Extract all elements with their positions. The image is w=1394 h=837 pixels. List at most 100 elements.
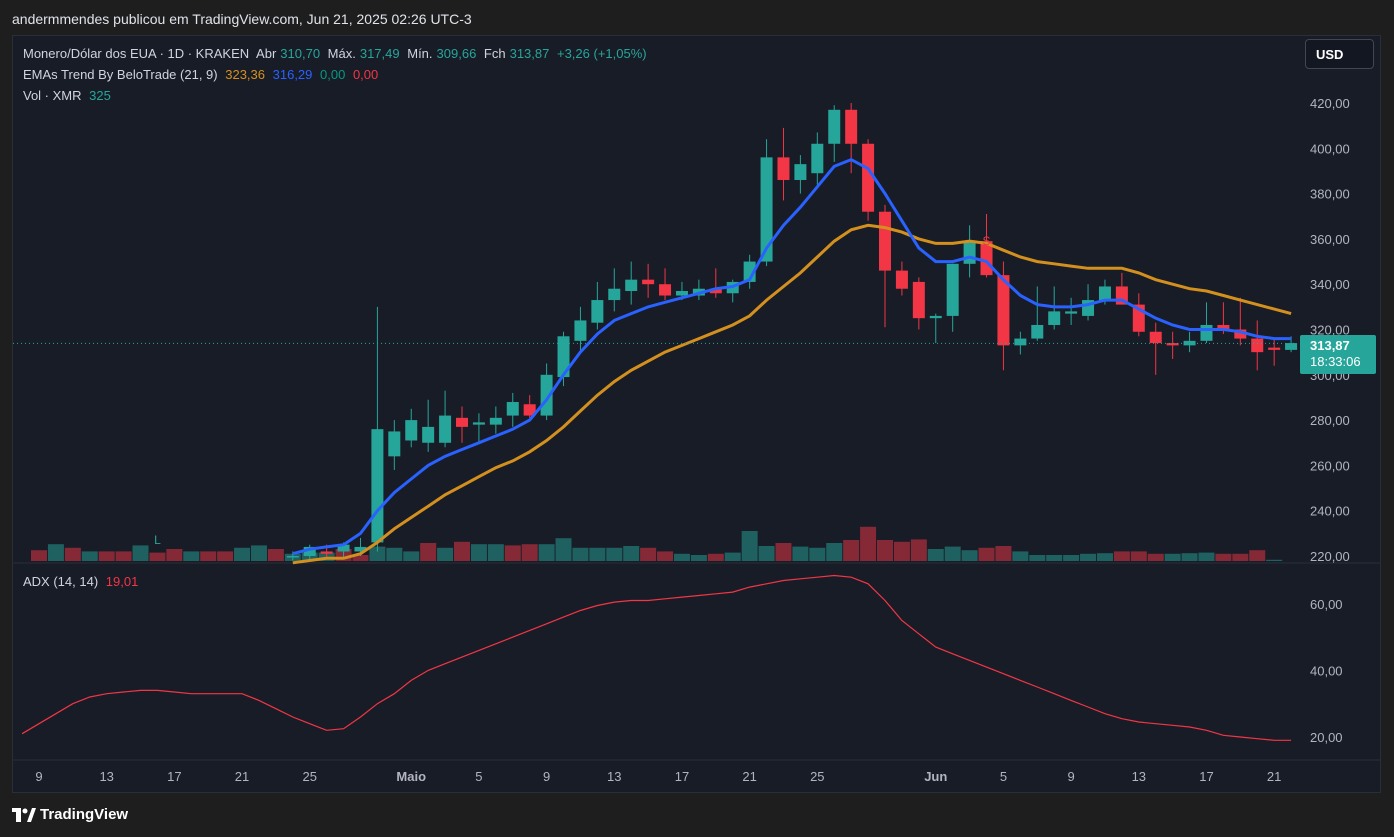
legend-change: +3,26 (+1,05%)	[556, 46, 647, 61]
volume-bar	[504, 545, 521, 561]
published-header: andermmendes publicou em TradingView.com…	[12, 11, 472, 27]
volume-bar	[1012, 551, 1029, 561]
volume-bar	[200, 551, 217, 561]
volume-bar	[910, 539, 927, 561]
candle-body	[1031, 324, 1044, 339]
volume-bar	[1113, 551, 1130, 561]
volume-bar	[403, 551, 420, 561]
ema-slow-value: 323,36	[225, 67, 265, 82]
volume-bar	[927, 549, 944, 561]
candle-body	[760, 157, 773, 262]
candle-body	[354, 546, 367, 552]
volume-name[interactable]: Vol · XMR	[23, 88, 82, 103]
legend-symbol[interactable]: Monero/Dólar dos EUA · 1D · KRAKEN	[23, 46, 250, 61]
candle-body	[1065, 311, 1078, 314]
candle-body	[337, 544, 350, 552]
bar-countdown: 18:33:06	[1310, 354, 1361, 369]
ema-name[interactable]: EMAs Trend By BeloTrade (21, 9)	[23, 67, 218, 82]
volume-bar	[640, 547, 657, 561]
volume-bar	[64, 547, 81, 561]
candle-body	[303, 546, 316, 556]
volume-bar	[623, 546, 640, 561]
volume-bar	[589, 547, 606, 561]
price-tick-label: 320,00	[1310, 323, 1350, 338]
candle-body	[1251, 338, 1264, 353]
candle-body	[845, 109, 858, 144]
candle-body	[879, 211, 891, 271]
candle-body	[862, 143, 875, 212]
candle-body	[506, 401, 519, 416]
volume-bar	[758, 546, 775, 561]
price-tick-label: 380,00	[1310, 187, 1350, 202]
candle-body	[405, 420, 418, 441]
adx-line	[21, 574, 1292, 741]
volume-bar	[944, 546, 961, 561]
last-price: 313,87	[1310, 338, 1350, 353]
candle-body	[1217, 324, 1230, 330]
volume-bar	[690, 555, 707, 561]
volume-bar	[166, 549, 183, 561]
volume-bar	[1080, 553, 1097, 561]
time-tick-label: 17	[1199, 769, 1213, 784]
volume-bar	[98, 551, 115, 561]
candle-body	[709, 288, 722, 294]
candle-body	[422, 426, 435, 443]
volume-bar	[1029, 555, 1046, 561]
volume-bar	[454, 541, 470, 561]
candle-body	[574, 320, 587, 341]
ema-value-3: 0,00	[320, 67, 346, 82]
candle-body	[456, 417, 468, 427]
time-tick-label: 21	[1267, 769, 1281, 784]
volume-bar	[538, 544, 555, 561]
candle-body	[828, 109, 841, 144]
candle-body	[946, 263, 959, 316]
candle-body	[895, 270, 908, 289]
volume-bar	[352, 555, 369, 561]
price-tick-label: 260,00	[1310, 458, 1350, 473]
tradingview-brand: TradingView	[40, 806, 129, 823]
candle-body	[1200, 324, 1213, 341]
volume-bar	[657, 551, 674, 561]
legend-open-label: Abr	[256, 46, 277, 61]
candle-body	[929, 315, 942, 319]
volume-bar	[572, 547, 589, 561]
candle-body	[557, 336, 570, 378]
volume-bar	[47, 544, 64, 561]
volume-bar	[234, 547, 251, 561]
candle-body	[1268, 347, 1281, 350]
legend-close-label: Fch	[483, 46, 506, 61]
tradingview-footer: TradingView	[12, 806, 128, 823]
candle-body	[1166, 343, 1179, 346]
volume-bar	[1181, 553, 1198, 561]
time-tick-label: 25	[302, 769, 316, 784]
ema-legend: EMAs Trend By BeloTrade (21, 9) 323,36 3…	[23, 67, 382, 82]
volume-bar	[860, 526, 877, 561]
adx-name[interactable]: ADX (14, 14)	[23, 574, 99, 589]
candle-body	[1098, 286, 1111, 301]
candle-body	[388, 431, 401, 457]
candle-body	[439, 415, 452, 443]
volume-bar	[741, 531, 758, 561]
candle-body	[1014, 338, 1027, 346]
time-tick-label: Jun	[924, 769, 947, 784]
volume-bar	[1249, 550, 1266, 561]
candle-body	[1149, 331, 1162, 344]
volume-bar	[115, 551, 132, 561]
time-tick-label: 25	[810, 769, 824, 784]
volume-bar	[250, 545, 267, 561]
candle-body	[625, 279, 638, 291]
adx-tick-label: 40,00	[1310, 663, 1343, 678]
candle-body	[591, 300, 604, 323]
price-tick-label: 400,00	[1310, 141, 1350, 156]
legend-close: 313,87	[509, 46, 550, 61]
candle-body	[523, 404, 536, 416]
legend-open: 310,70	[280, 46, 321, 61]
currency-button[interactable]: USD	[1305, 39, 1374, 69]
candle-body	[286, 556, 299, 558]
volume-bar	[183, 551, 200, 561]
chart-frame[interactable]	[12, 35, 1381, 793]
adx-legend: ADX (14, 14) 19,01	[23, 574, 142, 589]
legend-low: 309,66	[436, 46, 477, 61]
volume-bar	[877, 540, 893, 561]
